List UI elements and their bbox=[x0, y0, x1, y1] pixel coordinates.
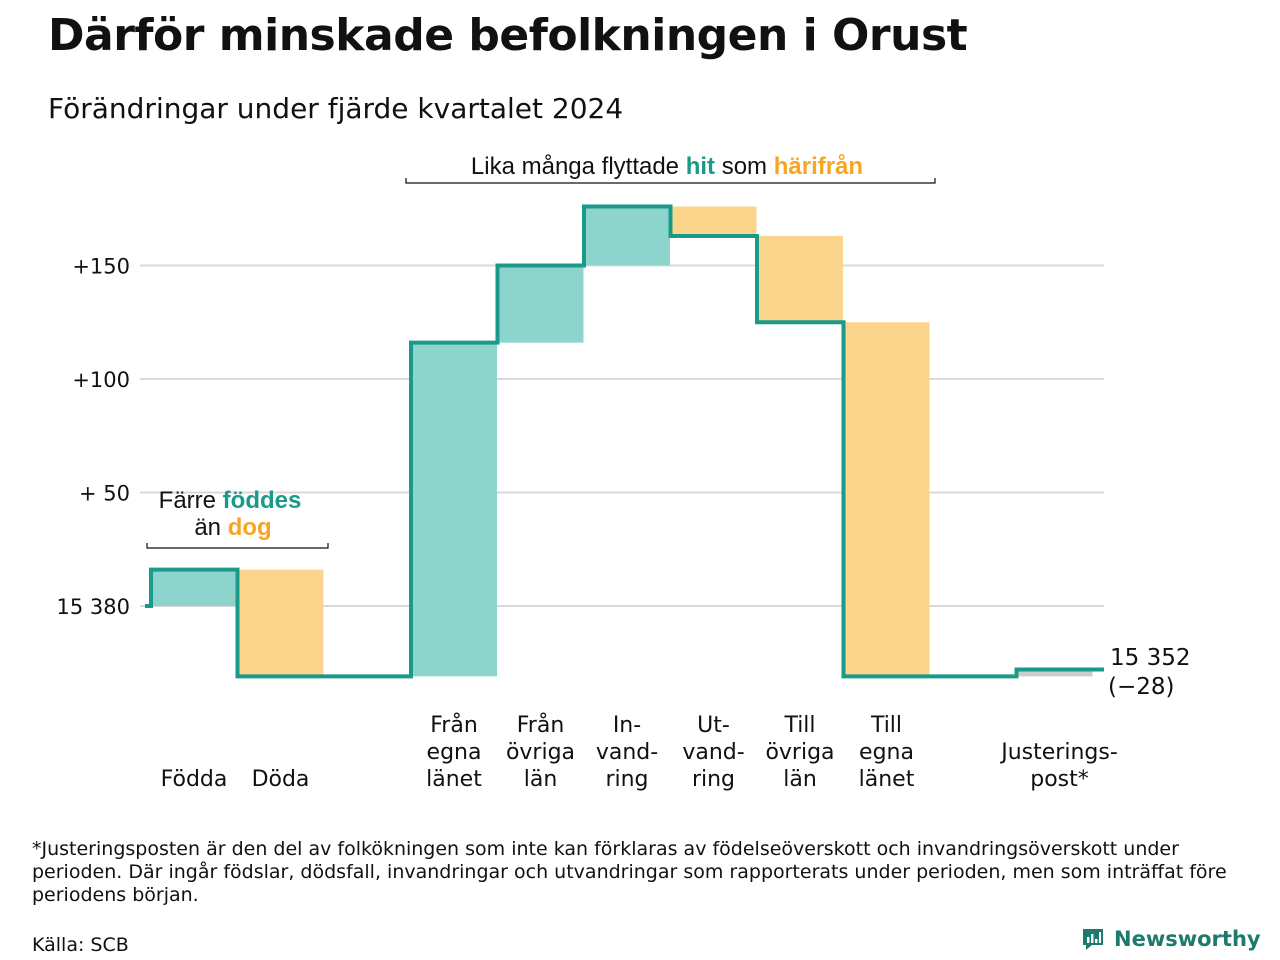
bar-out bbox=[670, 206, 757, 236]
annotation-highlight-in: föddes bbox=[223, 487, 302, 514]
annotation-pre: Färre bbox=[159, 487, 216, 514]
bar-in bbox=[411, 342, 497, 677]
source-label: Källa: SCB bbox=[32, 934, 129, 956]
category-label: Döda bbox=[252, 767, 310, 792]
y-tick-label: +150 bbox=[72, 255, 130, 279]
y-axis-ticks: 15 380 + 50 +100 +150 bbox=[57, 255, 130, 620]
bars bbox=[151, 206, 1093, 677]
end-change-label: (−28) bbox=[1108, 674, 1174, 700]
bar-out bbox=[757, 235, 843, 323]
gridlines bbox=[140, 264, 1104, 607]
footnote: *Justeringsposten är den del av folkökni… bbox=[32, 838, 1227, 906]
y-tick-label: +100 bbox=[72, 368, 130, 392]
category-label: Ut-vand-ring bbox=[682, 713, 744, 792]
bar-out bbox=[843, 322, 930, 677]
bar-adjustment bbox=[1016, 669, 1093, 677]
y-tick-label: 15 380 bbox=[57, 595, 130, 619]
running-total-line bbox=[145, 204, 1104, 679]
brand-name: Newsworthy bbox=[1114, 927, 1261, 951]
newsworthy-logo-icon bbox=[1083, 929, 1103, 950]
category-labels: Födda Döda Från egna länet Från övriga län In-va… bbox=[161, 712, 1118, 792]
category-label: Från egna länet bbox=[426, 712, 482, 792]
chart-title: Därför minskade befolkningen i Orust bbox=[48, 10, 968, 61]
category-label: Till övriga län bbox=[765, 713, 834, 792]
y-tick-label: + 50 bbox=[79, 482, 130, 506]
category-label: Födda bbox=[161, 767, 228, 792]
bar-out bbox=[237, 569, 324, 677]
annotation-mid: som bbox=[722, 153, 767, 180]
annotation-bracket bbox=[146, 543, 329, 549]
births-deaths-annotation: Färre föddes än dog bbox=[146, 487, 329, 549]
migration-annotation: Lika många flyttade hit som härifrån bbox=[405, 153, 936, 184]
category-label: Till egna länet bbox=[859, 713, 915, 792]
category-label: Justerings-post* bbox=[999, 740, 1118, 792]
annotation-text: än bbox=[194, 514, 221, 541]
waterfall-chart: 15 380 + 50 +100 +150 Födda Döda Från egna läne… bbox=[57, 153, 1191, 792]
bar-in bbox=[584, 206, 670, 266]
svg-text:än dog: än dog bbox=[194, 514, 271, 541]
annotation-highlight-out: härifrån bbox=[774, 153, 863, 180]
brand-logo: Newsworthy bbox=[1080, 926, 1261, 952]
bar-in bbox=[497, 265, 584, 343]
bar-in bbox=[151, 569, 237, 606]
annotation-bracket bbox=[405, 178, 936, 184]
annotation-highlight-out: dog bbox=[228, 514, 272, 541]
annotation-highlight-in: hit bbox=[686, 153, 715, 180]
end-value-label: 15 352 bbox=[1110, 645, 1190, 671]
category-label: In-vand-ring bbox=[596, 713, 658, 792]
chart-subtitle: Förändringar under fjärde kvartalet 2024 bbox=[48, 92, 624, 125]
svg-text:Färre föddes: Färre föddes bbox=[159, 487, 302, 514]
svg-text:Lika många flyttade hit: Lika många flyttade hit som härifrån bbox=[471, 153, 863, 180]
running-total bbox=[145, 204, 1104, 679]
category-label: Från övriga län bbox=[506, 712, 575, 792]
annotation-pre: Lika många flyttade bbox=[471, 153, 679, 180]
